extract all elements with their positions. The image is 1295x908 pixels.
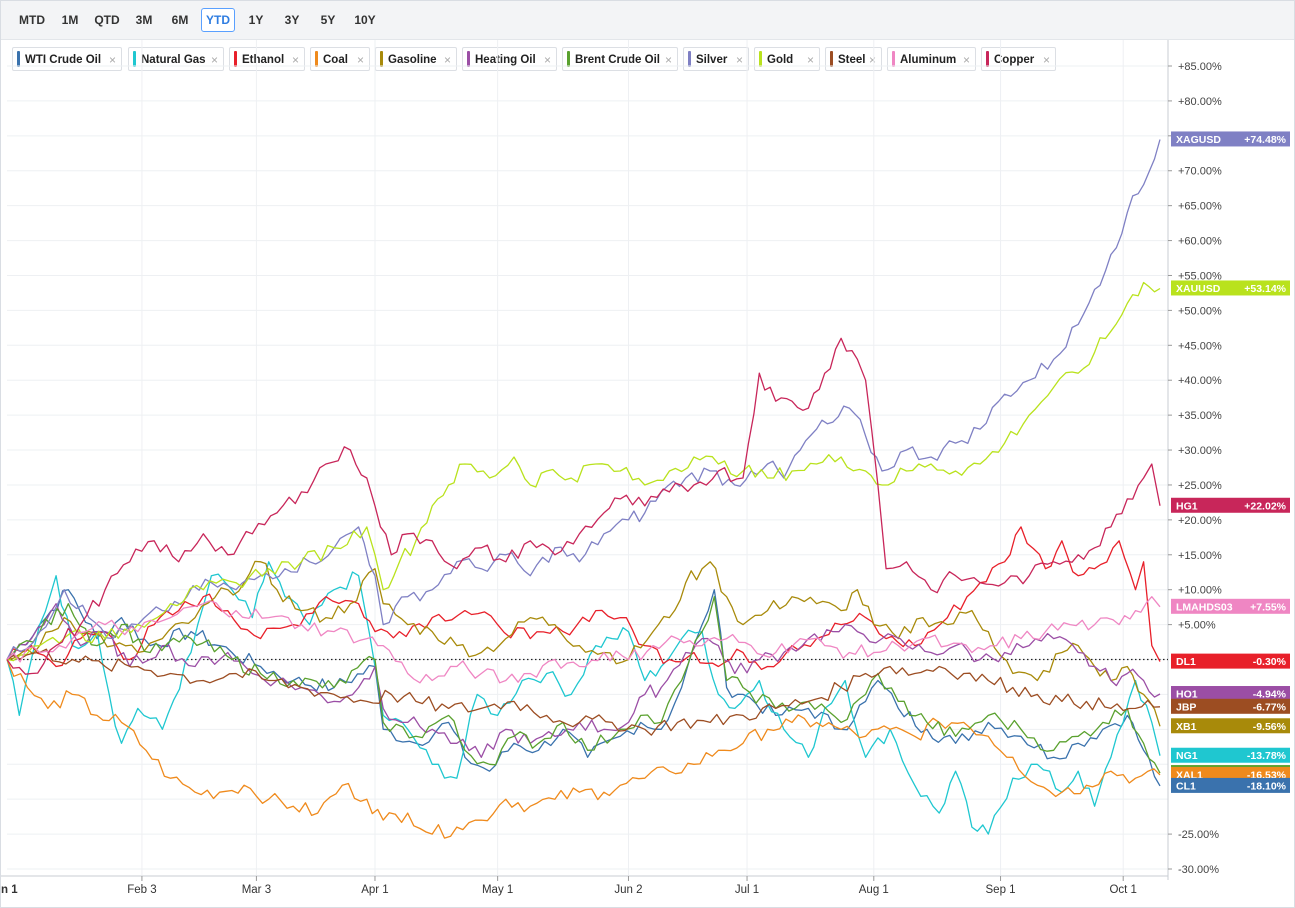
close-icon[interactable]: ×	[807, 48, 814, 72]
range-button-5y[interactable]: 5Y	[317, 8, 339, 32]
legend-color-swatch	[234, 51, 237, 67]
legend-item-brent-crude-oil[interactable]: Brent Crude Oil ×	[562, 47, 678, 71]
legend-item-natural-gas[interactable]: Natural Gas ×	[128, 47, 224, 71]
legend-item-wti-crude-oil[interactable]: WTI Crude Oil ×	[12, 47, 122, 71]
legend-color-swatch	[567, 51, 570, 67]
legend-label: Coal	[323, 48, 348, 72]
legend-color-swatch	[759, 51, 762, 67]
close-icon[interactable]: ×	[963, 48, 970, 72]
legend-label: Gasoline	[388, 48, 437, 72]
legend-color-swatch	[467, 51, 470, 67]
legend-label: Copper	[994, 48, 1034, 72]
legend-color-swatch	[133, 51, 136, 67]
legend-item-ethanol[interactable]: Ethanol ×	[229, 47, 305, 71]
close-icon[interactable]: ×	[357, 48, 364, 72]
legend-color-swatch	[688, 51, 691, 67]
legend-label: Natural Gas	[141, 48, 206, 72]
legend-label: WTI Crude Oil	[25, 48, 101, 72]
close-icon[interactable]: ×	[292, 48, 299, 72]
legend-label: Ethanol	[242, 48, 284, 72]
legend-label: Aluminum	[900, 48, 956, 72]
legend-color-swatch	[892, 51, 895, 67]
legend-color-swatch	[315, 51, 318, 67]
legend-color-swatch	[986, 51, 989, 67]
range-button-3m[interactable]: 3M	[133, 8, 155, 32]
range-toolbar: MTD 1M QTD 3M 6M YTD 1Y 3Y 5Y 10Y	[1, 1, 1294, 40]
legend-item-gold[interactable]: Gold ×	[754, 47, 820, 71]
range-button-mtd[interactable]: MTD	[19, 8, 45, 32]
legend-item-gasoline[interactable]: Gasoline ×	[375, 47, 457, 71]
range-button-qtd[interactable]: QTD	[93, 8, 121, 32]
legend-label: Gold	[767, 48, 793, 72]
range-button-1m[interactable]: 1M	[59, 8, 81, 32]
legend-label: Brent Crude Oil	[575, 48, 660, 72]
range-button-3y[interactable]: 3Y	[281, 8, 303, 32]
range-button-6m[interactable]: 6M	[169, 8, 191, 32]
legend-label: Heating Oil	[475, 48, 536, 72]
range-button-ytd[interactable]: YTD	[201, 8, 235, 32]
legend-item-steel[interactable]: Steel ×	[825, 47, 882, 71]
close-icon[interactable]: ×	[211, 48, 218, 72]
close-icon[interactable]: ×	[444, 48, 451, 72]
legend-label: Silver	[696, 48, 727, 72]
legend-color-swatch	[380, 51, 383, 67]
legend-color-swatch	[830, 51, 833, 67]
legend-item-silver[interactable]: Silver ×	[683, 47, 749, 71]
range-button-10y[interactable]: 10Y	[351, 8, 379, 32]
legend-item-copper[interactable]: Copper ×	[981, 47, 1056, 71]
legend-item-coal[interactable]: Coal ×	[310, 47, 370, 71]
close-icon[interactable]: ×	[736, 48, 743, 72]
close-icon[interactable]: ×	[109, 48, 116, 72]
legend-color-swatch	[17, 51, 20, 67]
range-button-1y[interactable]: 1Y	[245, 8, 267, 32]
legend-item-aluminum[interactable]: Aluminum ×	[887, 47, 976, 71]
legend-label: Steel	[838, 48, 866, 72]
close-icon[interactable]: ×	[869, 48, 876, 72]
legend-item-heating-oil[interactable]: Heating Oil ×	[462, 47, 557, 71]
close-icon[interactable]: ×	[544, 48, 551, 72]
close-icon[interactable]: ×	[1043, 48, 1050, 72]
close-icon[interactable]: ×	[665, 48, 672, 72]
